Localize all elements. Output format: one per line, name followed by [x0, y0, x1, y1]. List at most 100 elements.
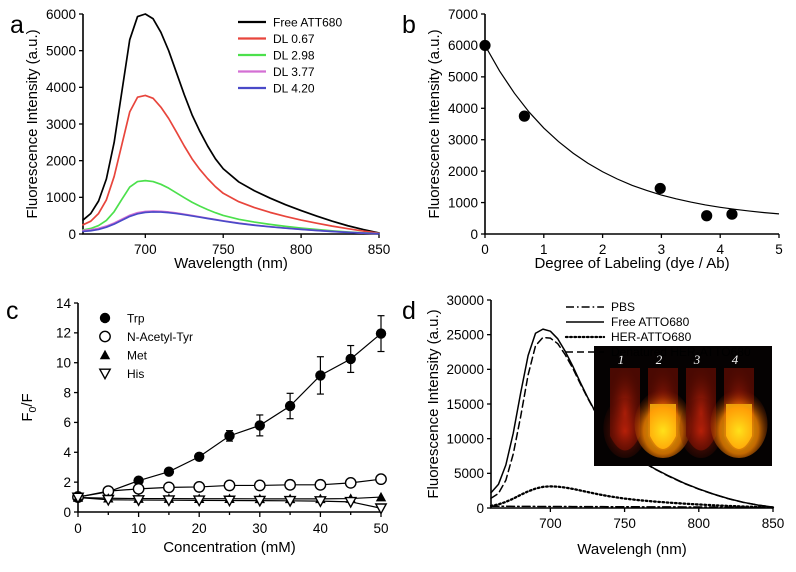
x-tick-label-a: 700: [134, 242, 157, 257]
inset-photo-d: 1 2 3 4: [594, 346, 772, 466]
legend-label-d-2: HER-ATTO680: [611, 330, 692, 344]
series-line-c-0: [77, 333, 382, 498]
y-tick-label-c: 4: [63, 445, 71, 460]
data-point-c-3-7: [283, 495, 297, 508]
legend-label-a-0: Free ATT680: [273, 15, 342, 29]
data-point-c-3-2: [132, 495, 145, 507]
curve-d-2: [489, 485, 775, 509]
data-point-c-1-5: [223, 479, 236, 492]
y-tick-label-a: 1000: [46, 190, 76, 205]
data-point-c-0-4: [194, 451, 205, 462]
panel-d: d 0 5000 10000 15000 20000 25000 30000 700 750 800…: [398, 286, 796, 572]
x-tick-label-b: 2: [599, 242, 607, 257]
y-tick-label-b: 2000: [448, 164, 478, 179]
legend-a: Free ATT680 DL 0.67 DL 2.98 DL 3.77 DL 4.20: [238, 15, 342, 95]
inset-tube-label-4: 4: [732, 352, 739, 367]
data-point-c-3-9: [344, 496, 358, 509]
fit-curve-b: [484, 45, 780, 215]
axes-b: [484, 14, 779, 235]
y-axis-title-a: Fluorescence Intensity (a.u.): [24, 29, 41, 218]
y-tick-label-d: 25000: [446, 327, 484, 342]
y-axis-title-c: F0/F: [19, 393, 39, 421]
y-tick-label-b: 6000: [448, 38, 478, 53]
curve-a-1: [82, 94, 380, 235]
legend-label-c-3: His: [127, 367, 144, 381]
legend-label-d-1: Free ATTO680: [611, 315, 690, 329]
curve-d-3: [490, 336, 774, 508]
data-point-b-3: [701, 210, 713, 222]
x-tick-label-a: 800: [290, 242, 313, 257]
legend-marker-c-3: [98, 368, 112, 381]
data-point-c-0-5: [224, 430, 235, 442]
y-axis-title-b: Fluorescence Intensity (a.u.): [426, 29, 443, 218]
legend-label-c-0: Trp: [127, 311, 145, 325]
data-point-c-1-6: [253, 479, 266, 492]
data-point-c-3-6: [253, 495, 267, 508]
y-tick-label-d: 30000: [446, 293, 484, 308]
x-tick-label-c: 30: [252, 521, 267, 536]
inset-tube-halo-3: [679, 398, 723, 458]
panel-letter-a: a: [10, 11, 24, 39]
x-axis-title-d: Wavelengh (nm): [577, 541, 686, 558]
curve-a-4: [82, 211, 380, 235]
legend-label-a-4: DL 4.20: [273, 81, 315, 95]
data-point-c-1-4: [193, 481, 206, 493]
x-tick-label-d: 700: [539, 516, 562, 531]
x-axis-title-b: Degree of Labeling (dye / Ab): [534, 255, 729, 272]
y-tick-label-c: 2: [63, 475, 71, 490]
data-point-c-0-8: [315, 370, 326, 381]
panel-a: a 0 1000 2000 3000 4000 5000 6000 700 750 800 850 Fr…: [0, 0, 398, 286]
data-point-c-0-10: [375, 328, 387, 339]
y-tick-label-c: 14: [56, 296, 72, 311]
y-tick-label-d: 20000: [446, 362, 484, 377]
y-tick-label-a: 6000: [46, 7, 76, 22]
y-tick-label-c: 8: [63, 385, 71, 400]
data-point-c-0-6: [254, 420, 265, 431]
x-tick-label-b: 1: [540, 242, 548, 257]
legend-marker-c-1: [99, 330, 111, 343]
data-point-c-1-8: [314, 478, 327, 491]
panel-b: b 0 1000 2000 3000 4000 5000 6000 7000 0 1 2 3 4 5 Degr…: [398, 0, 796, 286]
y-tick-label-c: 12: [56, 326, 71, 341]
x-tick-label-b: 5: [775, 242, 783, 257]
x-tick-label-c: 40: [313, 521, 328, 536]
plot-area-b: 0 1000 2000 3000 4000 5000 6000 7000 0 1 2 3 4 5: [448, 7, 783, 257]
data-point-c-1-7: [284, 478, 296, 491]
x-tick-label-d: 750: [613, 516, 636, 531]
y-tick-label-a: 2000: [46, 153, 76, 168]
data-point-c-0-2: [133, 475, 144, 486]
y-tick-label-a: 4000: [46, 80, 76, 95]
legend-marker-c-2: [99, 349, 111, 360]
data-point-c-2-10: [375, 491, 387, 502]
legend-marker-c-0: [99, 312, 111, 324]
legend-c: Trp N-Acetyl-Tyr Met His: [98, 311, 193, 381]
panel-letter-d: d: [402, 297, 416, 325]
data-point-c-3-1: [101, 494, 115, 507]
y-tick-label-a: 5000: [46, 43, 76, 58]
y-tick-label-b: 1000: [448, 195, 478, 210]
x-axis-title-a: Wavelength (nm): [174, 255, 288, 272]
x-tick-label-a: 750: [212, 242, 235, 257]
legend-label-a-3: DL 3.77: [273, 65, 315, 79]
data-point-c-3-8: [314, 496, 327, 508]
data-point-c-1-3: [162, 481, 175, 494]
x-tick-label-d: 800: [688, 516, 711, 531]
inset-tube-halo-2: [634, 390, 692, 458]
data-point-c-3-10: [374, 503, 388, 515]
y-tick-label-c: 0: [63, 505, 71, 520]
y-axis-title-d: Fluorescence Intensity (a.u.): [425, 309, 442, 498]
x-tick-label-a: 850: [368, 242, 391, 257]
legend-label-d-0: PBS: [611, 300, 635, 314]
x-tick-label-b: 4: [716, 242, 724, 257]
data-point-b-0: [479, 39, 491, 52]
y-tick-label-b: 7000: [448, 7, 478, 22]
x-tick-label-d: 850: [762, 516, 785, 531]
data-point-c-0-9: [345, 353, 356, 365]
legend-label-d-3: Denatured HER-ATTO680: [611, 345, 751, 359]
data-point-c-1-9: [344, 476, 357, 489]
y-tick-label-d: 5000: [454, 466, 484, 481]
data-point-c-1-10: [375, 473, 387, 486]
x-tick-label-c: 0: [74, 521, 82, 536]
inset-tube-halo-4: [710, 390, 768, 458]
